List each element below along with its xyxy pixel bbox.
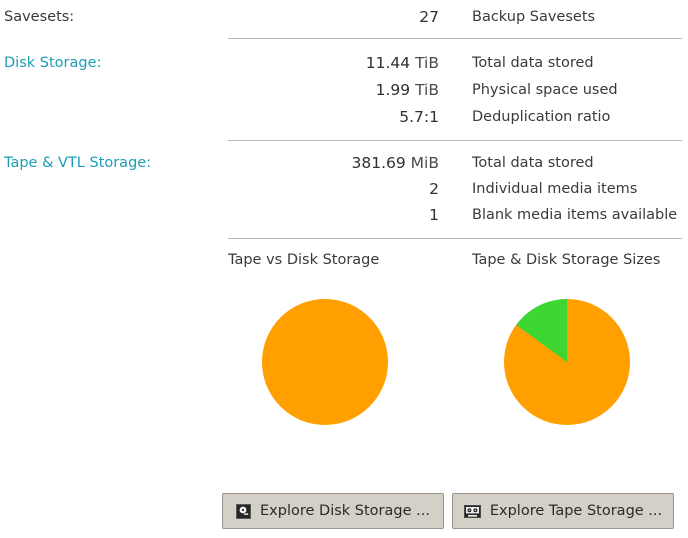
- row-desc-media-items: Individual media items: [472, 181, 638, 197]
- row-value-number: 2: [429, 180, 439, 198]
- stat-row-disk-total: Disk Storage: 11.44 TiB Total data store…: [0, 51, 688, 76]
- row-value-number: 11.44: [365, 54, 411, 72]
- explore-disk-storage-label: Explore Disk Storage ...: [260, 503, 430, 519]
- stat-row-dedup-ratio: 5.7:1 Deduplication ratio: [0, 105, 688, 130]
- row-label-tape-vtl-storage: Tape & VTL Storage:: [4, 155, 152, 171]
- stat-row-media-items: 2 Individual media items: [0, 177, 688, 202]
- hard-disk-icon: [236, 503, 252, 519]
- row-value-number: 1: [429, 206, 439, 224]
- explore-tape-storage-label: Explore Tape Storage ...: [489, 503, 663, 519]
- pie-chart-tape-and-disk-sizes: [504, 299, 630, 425]
- chart-title-tape-vs-disk: Tape vs Disk Storage: [228, 252, 380, 268]
- row-value-savesets: 27: [228, 5, 440, 30]
- row-desc-tape-total: Total data stored: [472, 155, 594, 171]
- chart-title-tape-and-disk-sizes: Tape & Disk Storage Sizes: [472, 252, 661, 268]
- row-label-savesets: Savesets:: [4, 9, 75, 25]
- row-label-disk-storage: Disk Storage:: [4, 55, 102, 71]
- tape-cartridge-icon: [463, 504, 481, 518]
- row-value-dedup-ratio: 5.7:1: [228, 105, 440, 130]
- separator-2: [228, 140, 682, 141]
- stat-row-blank-media: 1 Blank media items available: [0, 203, 688, 228]
- row-desc-disk-total: Total data stored: [472, 55, 594, 71]
- explore-tape-storage-button[interactable]: Explore Tape Storage ...: [452, 493, 674, 529]
- row-desc-savesets: Backup Savesets: [472, 9, 596, 25]
- row-value-number: 27: [419, 8, 439, 26]
- stat-row-savesets: Savesets: 27 Backup Savesets: [0, 5, 688, 30]
- row-value-disk-physical: 1.99 TiB: [228, 78, 440, 103]
- row-desc-disk-physical: Physical space used: [472, 82, 618, 98]
- pie-chart-tape-vs-disk: [262, 299, 388, 425]
- row-value-disk-total: 11.44 TiB: [228, 51, 440, 76]
- separator-3: [228, 238, 682, 239]
- explore-disk-storage-button[interactable]: Explore Disk Storage ...: [222, 493, 444, 529]
- row-value-tape-total: 381.69 MiB: [228, 151, 440, 176]
- separator-1: [228, 38, 682, 39]
- row-value-blank-media: 1: [228, 203, 440, 228]
- row-value-unit: TiB: [415, 54, 439, 72]
- row-value-media-items: 2: [228, 177, 440, 202]
- stat-row-disk-physical: 1.99 TiB Physical space used: [0, 78, 688, 103]
- row-value-number: 1.99: [375, 81, 411, 99]
- row-desc-blank-media: Blank media items available: [472, 207, 678, 223]
- row-value-unit: MiB: [410, 154, 439, 172]
- row-value-number: 381.69: [351, 154, 406, 172]
- row-value-number: 5.7:1: [399, 108, 439, 126]
- row-desc-dedup-ratio: Deduplication ratio: [472, 109, 611, 125]
- stat-row-tape-total: Tape & VTL Storage: 381.69 MiB Total dat…: [0, 151, 688, 176]
- row-value-unit: TiB: [415, 81, 439, 99]
